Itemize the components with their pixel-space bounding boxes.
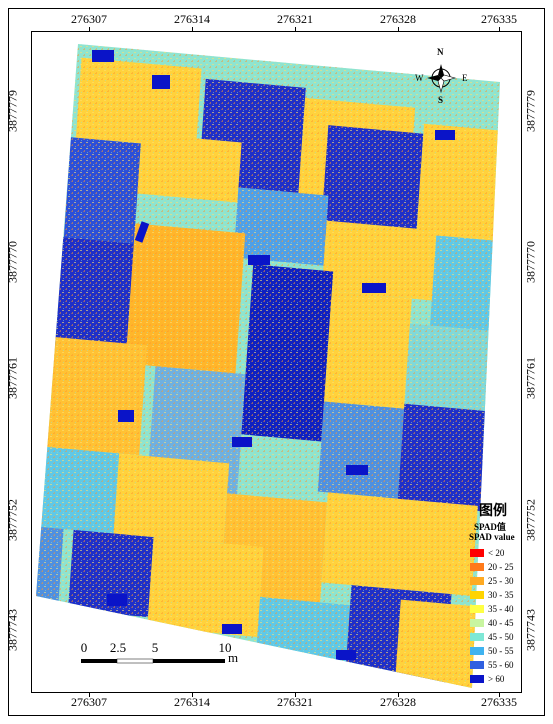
x-tick-mark	[89, 692, 90, 697]
legend-swatch	[470, 576, 484, 585]
x-tick-mark	[89, 27, 90, 32]
legend-item: 30 - 35	[470, 589, 514, 600]
legend-subtitle-cn: SPAD值	[474, 522, 506, 532]
legend: 图例 SPAD值 SPAD value < 20 20 - 25 25 - 30 30…	[468, 500, 522, 693]
legend-item: 45 - 50	[470, 631, 514, 642]
marker-block	[346, 465, 368, 475]
x-tick-mark	[295, 27, 296, 32]
scale-label: 5	[151, 640, 159, 655]
north-arrow-icon	[427, 64, 457, 94]
x-tick-label-bottom: 276335	[481, 695, 517, 709]
x-tick-label-bottom: 276307	[71, 695, 107, 709]
legend-swatch	[470, 548, 484, 557]
legend-subtitle-en: SPAD value	[469, 532, 515, 542]
scale-label: 0	[80, 640, 88, 655]
legend-swatch	[470, 618, 484, 627]
scale-unit: m	[228, 650, 239, 665]
marker-block	[248, 255, 270, 265]
west-label: W	[415, 73, 424, 83]
legend-item: 50 - 55	[470, 645, 514, 656]
legend-swatch	[470, 646, 484, 655]
x-tick-mark	[398, 692, 399, 697]
marker-block	[92, 50, 114, 62]
x-tick-label-top: 276328	[380, 12, 416, 26]
scale-label: 2.5	[109, 640, 127, 655]
x-tick-mark	[499, 692, 500, 697]
legend-item: < 20	[470, 547, 504, 558]
x-tick-label-top: 276321	[277, 12, 313, 26]
legend-label: 25 - 30	[488, 575, 514, 586]
legend-label: 40 - 45	[488, 617, 514, 628]
x-tick-mark	[295, 692, 296, 697]
marker-block	[232, 437, 252, 447]
south-label: S	[438, 95, 444, 105]
marker-block	[362, 283, 386, 293]
legend-label: 45 - 50	[488, 631, 514, 642]
marker-block	[152, 75, 170, 89]
legend-swatch	[470, 674, 484, 683]
legend-item: 35 - 40	[470, 603, 514, 614]
legend-swatch	[470, 632, 484, 641]
x-tick-label-bottom: 276321	[277, 695, 313, 709]
marker-block	[107, 594, 127, 606]
legend-item: 40 - 45	[470, 617, 514, 628]
x-tick-label-top: 276335	[481, 12, 517, 26]
x-tick-mark	[192, 27, 193, 32]
legend-label: > 60	[488, 673, 505, 684]
marker-block	[336, 650, 356, 660]
marker-block	[435, 130, 455, 140]
legend-swatch	[470, 562, 484, 571]
legend-title: 图例	[479, 504, 507, 519]
legend-item: 20 - 25	[470, 561, 514, 572]
marker-block	[118, 410, 134, 422]
x-tick-label-top: 276307	[71, 12, 107, 26]
x-tick-label-bottom: 276328	[380, 695, 416, 709]
marker-block	[134, 221, 150, 243]
legend-item: 25 - 30	[470, 575, 514, 586]
legend-label: 50 - 55	[488, 645, 514, 656]
marker-block	[222, 624, 242, 634]
legend-item: > 60	[470, 673, 504, 684]
legend-label: 55 - 60	[488, 659, 514, 670]
scale-label: 10	[218, 640, 232, 655]
east-label: E	[462, 73, 468, 83]
map-outer-frame	[8, 8, 545, 716]
north-label: N	[437, 47, 444, 57]
legend-label: < 20	[488, 547, 505, 558]
x-tick-mark	[499, 27, 500, 32]
x-tick-label-top: 276314	[174, 12, 210, 26]
legend-label: 20 - 25	[488, 561, 514, 572]
legend-swatch	[470, 604, 484, 613]
x-tick-label-bottom: 276314	[174, 695, 210, 709]
legend-swatch	[470, 660, 484, 669]
legend-item: 55 - 60	[470, 659, 514, 670]
x-tick-mark	[398, 27, 399, 32]
legend-label: 30 - 35	[488, 589, 514, 600]
legend-label: 35 - 40	[488, 603, 514, 614]
x-tick-mark	[192, 692, 193, 697]
legend-swatch	[470, 590, 484, 599]
